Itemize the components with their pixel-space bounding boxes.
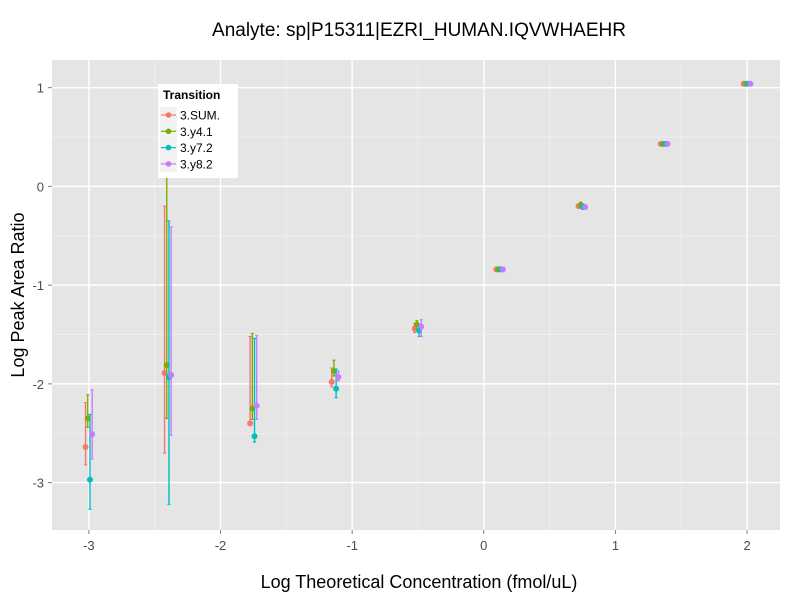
data-marks <box>82 80 754 510</box>
data-point <box>747 80 754 87</box>
data-point <box>335 373 342 380</box>
data-point <box>247 420 254 427</box>
gridlines <box>52 60 780 530</box>
chart-title: Analyte: sp|P15311|EZRI_HUMAN.IQVWHAEHR <box>212 20 626 41</box>
data-point <box>251 433 258 440</box>
legend-item-label: 3.y7.2 <box>180 141 213 155</box>
y-axis-label: Log Peak Area Ratio <box>8 212 28 377</box>
data-point <box>328 378 335 385</box>
data-point <box>664 140 671 147</box>
legend-item-label: 3.y4.1 <box>180 125 213 139</box>
x-tick-label: 1 <box>612 538 619 553</box>
data-point <box>499 266 506 273</box>
x-axis-ticks: -3 -2 -1 0 1 2 <box>83 530 751 553</box>
legend: Transition 3.SUM. 3.y4.1 3.y7.2 3.y8.2 <box>158 84 238 178</box>
data-point <box>253 402 260 409</box>
data-point <box>582 204 589 211</box>
x-tick-label: -2 <box>215 538 227 553</box>
y-tick-label: -1 <box>32 278 44 293</box>
legend-key-point <box>165 128 172 135</box>
x-tick-label: 2 <box>743 538 750 553</box>
data-point <box>82 444 89 451</box>
legend-key-point <box>165 161 172 167</box>
series-3-y8-2 <box>89 80 754 460</box>
data-point <box>333 385 340 392</box>
legend-key-point <box>165 144 172 151</box>
data-point <box>86 476 93 483</box>
legend-key-point <box>165 112 172 118</box>
x-tick-label: -3 <box>83 538 95 553</box>
y-tick-label: -2 <box>32 377 44 392</box>
legend-item-label: 3.y8.2 <box>180 157 213 171</box>
y-tick-label: 1 <box>37 81 44 96</box>
x-axis-label: Log Theoretical Concentration (fmol/uL) <box>261 572 578 592</box>
data-point <box>84 415 91 422</box>
y-axis-ticks: -3 -2 -1 0 1 <box>32 81 52 491</box>
x-tick-label: 0 <box>480 538 487 553</box>
data-point <box>161 370 168 377</box>
data-point <box>89 431 96 438</box>
data-point <box>418 323 425 330</box>
y-tick-label: -3 <box>32 476 44 491</box>
y-tick-label: 0 <box>37 179 44 194</box>
legend-item-label: 3.SUM. <box>180 109 220 123</box>
data-point <box>168 371 175 378</box>
legend-title: Transition <box>163 88 220 102</box>
x-tick-label: -1 <box>346 538 358 553</box>
